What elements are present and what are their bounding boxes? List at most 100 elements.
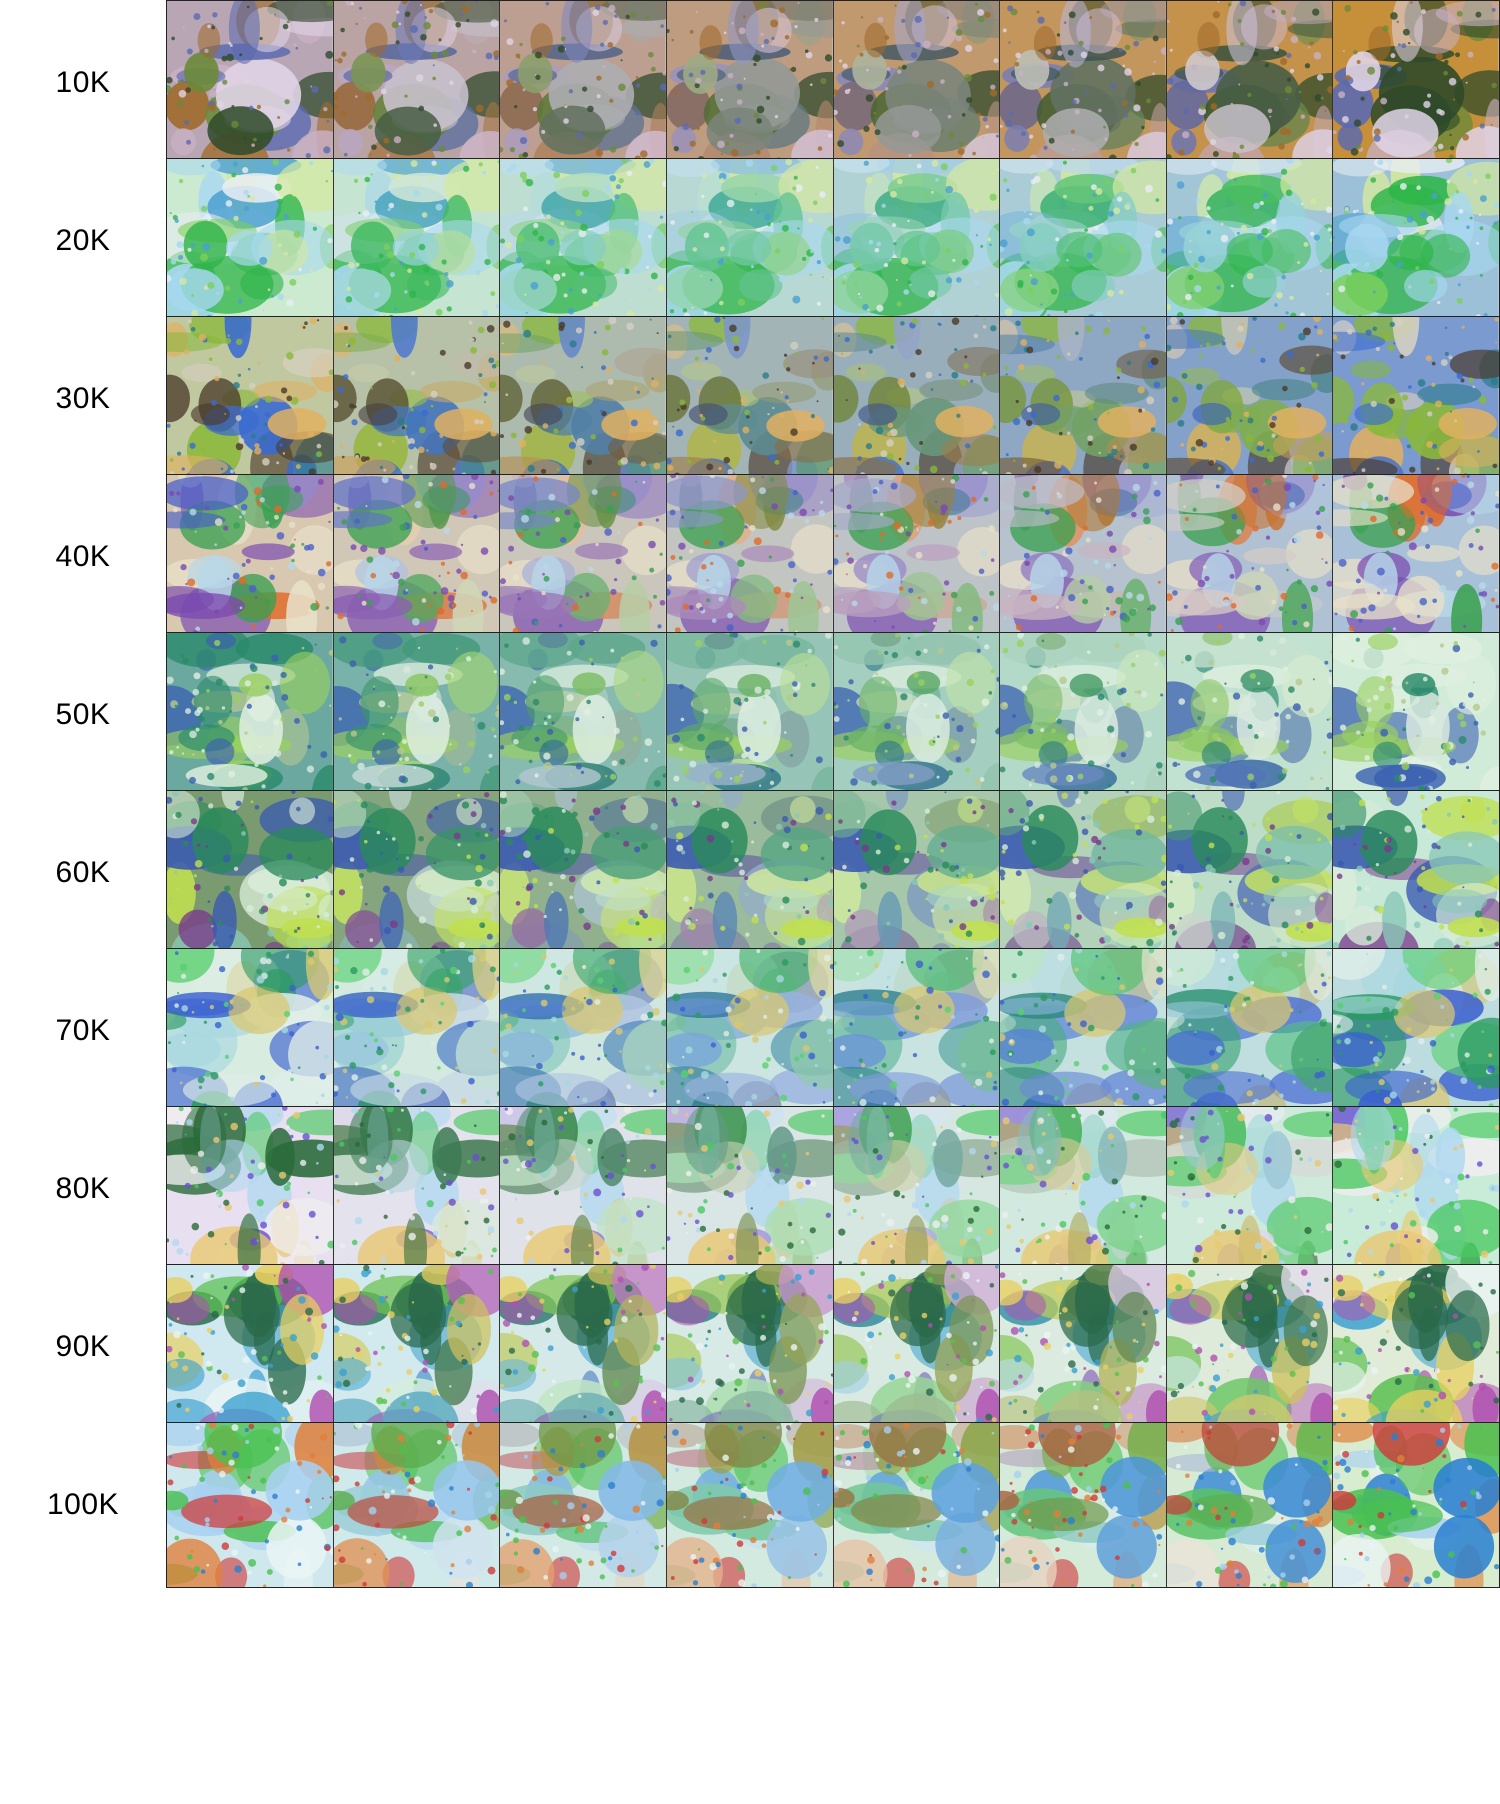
generated-image-thumbnail: [1000, 1, 1167, 165]
image-strip: [166, 790, 1500, 956]
painting-image: [1333, 475, 1499, 639]
painting-image: [1333, 1107, 1499, 1271]
painting-image: [333, 791, 500, 955]
painting-image: [1166, 1, 1333, 165]
generated-image-thumbnail: [1000, 475, 1167, 639]
generated-image-thumbnail: [333, 791, 501, 955]
painting-image: [666, 1265, 833, 1429]
generated-image-thumbnail: [500, 1265, 667, 1429]
row-50k: 50K: [0, 632, 1500, 798]
generated-image-thumbnail: [833, 1423, 1001, 1587]
painting-image: [333, 317, 500, 481]
painting-image: [1333, 1423, 1499, 1587]
generated-image-thumbnail: [1166, 1265, 1334, 1429]
painting-image: [833, 633, 1000, 797]
painting-image: [167, 949, 333, 1113]
generated-image-thumbnail: [1166, 1, 1334, 165]
generated-image-thumbnail: [833, 159, 1001, 323]
generated-image-thumbnail: [500, 1107, 667, 1271]
painting-image: [666, 1107, 833, 1271]
generated-image-thumbnail: [333, 159, 501, 323]
generated-image-thumbnail: [1333, 1107, 1499, 1271]
row-60k: 60K: [0, 790, 1500, 956]
generated-image-thumbnail: [500, 949, 667, 1113]
generated-image-thumbnail: [167, 791, 334, 955]
generated-image-thumbnail: [1333, 1265, 1499, 1429]
painting-image: [1000, 949, 1166, 1113]
generated-image-thumbnail: [666, 1265, 834, 1429]
generated-image-thumbnail: [666, 1, 834, 165]
painting-image: [1166, 633, 1333, 797]
painting-image: [1333, 949, 1499, 1113]
generated-image-thumbnail: [666, 633, 834, 797]
image-strip: [166, 1264, 1500, 1430]
painting-image: [666, 949, 833, 1113]
generated-image-thumbnail: [500, 633, 667, 797]
generated-image-thumbnail: [1166, 949, 1334, 1113]
painting-image: [1333, 633, 1499, 797]
painting-image: [500, 633, 666, 797]
painting-image: [1166, 1265, 1333, 1429]
painting-image: [1166, 791, 1333, 955]
painting-image: [167, 633, 333, 797]
painting-image: [1166, 1423, 1333, 1587]
painting-image: [333, 1, 500, 165]
generated-image-thumbnail: [1000, 791, 1167, 955]
generated-image-thumbnail: [1333, 633, 1499, 797]
row-label: 10K: [55, 66, 111, 99]
generated-image-thumbnail: [500, 475, 667, 639]
generated-image-thumbnail: [1166, 475, 1334, 639]
generated-image-thumbnail: [833, 1107, 1001, 1271]
generated-image-thumbnail: [666, 791, 834, 955]
generated-image-thumbnail: [1000, 949, 1167, 1113]
row-label: 50K: [55, 698, 111, 731]
image-strip: [166, 948, 1500, 1114]
row-80k: 80K: [0, 1106, 1500, 1272]
generated-image-thumbnail: [1166, 1107, 1334, 1271]
generated-image-thumbnail: [833, 1265, 1001, 1429]
painting-image: [333, 633, 500, 797]
painting-image: [1333, 159, 1499, 323]
painting-image: [1000, 633, 1166, 797]
generated-image-thumbnail: [1166, 633, 1334, 797]
image-strip: [166, 474, 1500, 640]
generated-image-thumbnail: [167, 1, 334, 165]
row-70k: 70K: [0, 948, 1500, 1114]
painting-image: [833, 949, 1000, 1113]
image-strip: [166, 1106, 1500, 1272]
row-label: 100K: [46, 1488, 120, 1521]
row-40k: 40K: [0, 474, 1500, 640]
generated-image-thumbnail: [1166, 317, 1334, 481]
generated-image-thumbnail: [666, 475, 834, 639]
generated-image-thumbnail: [1000, 159, 1167, 323]
painting-image: [500, 1, 666, 165]
row-label: 40K: [55, 540, 111, 573]
row-20k: 20K: [0, 158, 1500, 324]
generated-image-thumbnail: [666, 1107, 834, 1271]
generated-image-thumbnail: [167, 1423, 334, 1587]
generated-image-thumbnail: [333, 1107, 501, 1271]
generated-image-thumbnail: [1333, 159, 1499, 323]
generated-image-thumbnail: [333, 633, 501, 797]
generated-image-thumbnail: [1000, 1265, 1167, 1429]
painting-image: [1333, 1, 1499, 165]
painting-image: [167, 1, 333, 165]
row-label: 60K: [55, 856, 111, 889]
image-strip: [166, 316, 1500, 482]
generated-image-thumbnail: [1000, 317, 1167, 481]
painting-image: [333, 1265, 500, 1429]
generated-image-thumbnail: [167, 317, 334, 481]
row-100k: 100K: [0, 1422, 1500, 1588]
generated-image-thumbnail: [1333, 1, 1499, 165]
painting-image: [1000, 475, 1166, 639]
painting-image: [1000, 317, 1166, 481]
painting-image: [833, 475, 1000, 639]
painting-image: [666, 1423, 833, 1587]
row-10k: 10K: [0, 0, 1500, 166]
painting-image: [333, 475, 500, 639]
generated-image-thumbnail: [833, 791, 1001, 955]
generated-image-thumbnail: [833, 317, 1001, 481]
generated-image-thumbnail: [1166, 1423, 1334, 1587]
row-label: 20K: [55, 224, 111, 257]
